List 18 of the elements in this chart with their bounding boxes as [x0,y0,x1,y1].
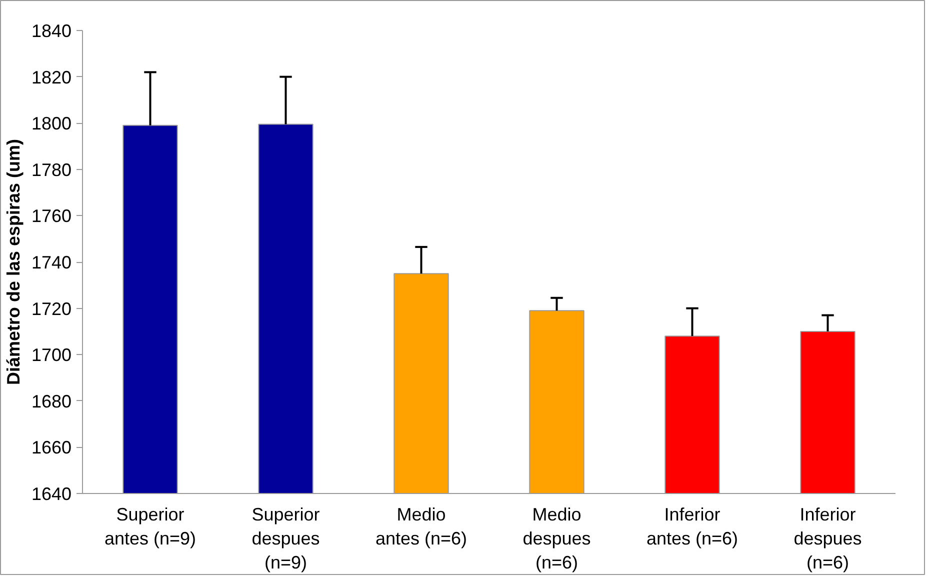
x-tick-label: Medio antes (n=6) [375,504,468,548]
y-tick-label: 1680 [31,391,72,412]
y-tick-label: 1780 [31,160,72,180]
x-tick-label: Inferior antes (n=6) [646,504,738,548]
y-tick-label: 1700 [31,345,72,366]
y-tick-label: 1820 [31,67,72,88]
y-tick-label: 1660 [31,438,72,458]
y-tick-label: 1840 [31,21,72,41]
y-tick-label: 1640 [31,484,72,504]
x-tick-label: Superior despues (n=9) [252,504,320,572]
y-tick-label: 1800 [31,114,72,134]
y-tick-label: 1760 [31,206,72,226]
x-tick-label: Superior antes (n=9) [104,504,196,548]
y-tick-label: 1720 [31,298,72,319]
y-tick-label: 1740 [31,252,72,272]
y-axis-title: Diámetro de las espiras (um) [3,138,24,386]
x-tick-label: Inferior despues (n=6) [794,504,862,572]
x-tick-label: Medio despues (n=6) [522,504,591,572]
